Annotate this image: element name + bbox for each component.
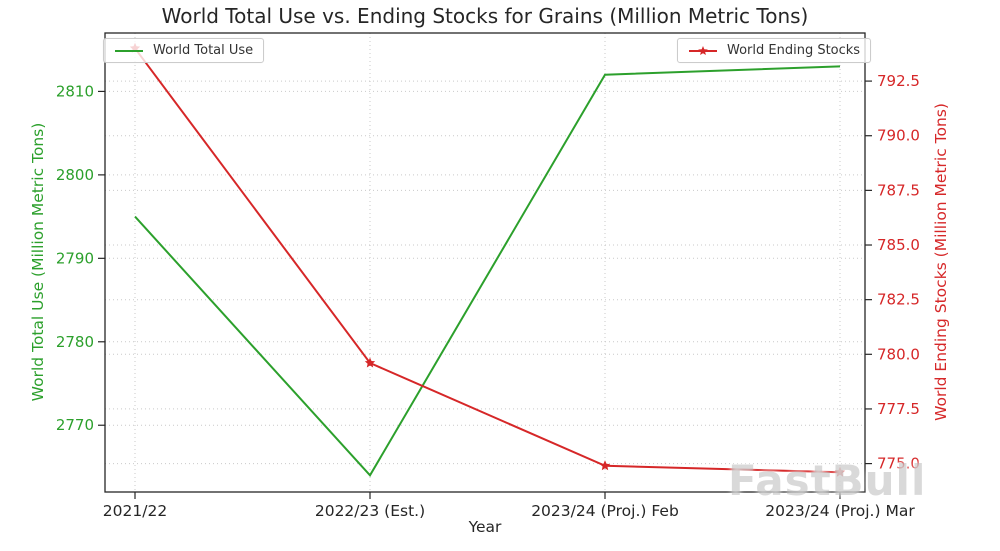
right-axis-tick-label: 785.0 [877,236,920,254]
left-axis-tick-label: 2790 [56,249,94,267]
left-axis-tick-label: 2780 [56,333,94,351]
legend-line-sample-green [115,49,143,52]
series-line-world-ending-stocks [134,47,841,474]
legend-world-ending-stocks: World Ending Stocks [677,38,872,63]
x-axis-tick-label: 2023/24 (Proj.) Mar [765,502,915,520]
legend-world-total-use: World Total Use [103,38,265,63]
legend-line-sample-red-star [689,45,717,55]
right-axis-tick-label: 775.0 [877,455,920,473]
data-point-marker-world-ending-stocks [599,460,611,471]
x-axis-tick-label: 2022/23 (Est.) [315,502,425,520]
left-axis-tick-label: 2770 [56,416,94,434]
left-axis-tick-label: 2800 [56,166,94,184]
right-axis-tick-label: 777.5 [877,400,920,418]
left-axis-tick-label: 2810 [56,82,94,100]
right-axis-tick-label: 780.0 [877,345,920,363]
data-point-marker-world-ending-stocks [834,466,846,477]
chart-title: World Total Use vs. Ending Stocks for Gr… [161,4,809,28]
legend-label-total-use: World Total Use [153,43,254,58]
right-axis-tick-label: 790.0 [877,127,920,145]
plot-border [104,32,866,493]
right-axis-title: World Ending Stocks (Million Metric Tons… [932,103,950,421]
right-axis-tick-label: 782.5 [877,291,920,309]
right-axis-tick-label: 787.5 [877,181,920,199]
x-axis-tick-label: 2023/24 (Proj.) Feb [531,502,679,520]
right-axis-tick-label: 792.5 [877,72,920,90]
x-axis-title: Year [468,518,502,536]
series-line-world-total-use [134,65,841,477]
data-point-marker-world-ending-stocks [364,357,376,368]
left-axis-title: World Total Use (Million Metric Tons) [29,122,47,402]
legend-label-ending-stocks: World Ending Stocks [727,43,861,58]
x-axis-tick-label: 2021/22 [103,502,167,520]
